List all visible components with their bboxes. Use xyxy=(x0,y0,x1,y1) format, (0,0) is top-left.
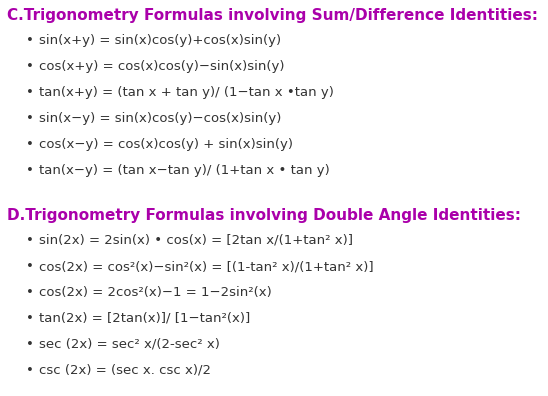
Text: csc (2x) = (sec x. csc x)/2: csc (2x) = (sec x. csc x)/2 xyxy=(39,364,212,377)
Text: tan(x−y) = (tan x−tan y)/ (1+tan x • tan y): tan(x−y) = (tan x−tan y)/ (1+tan x • tan… xyxy=(39,164,330,177)
Text: •: • xyxy=(26,364,34,377)
Text: cos(x−y) = cos(x)cos(y) + sin(x)sin(y): cos(x−y) = cos(x)cos(y) + sin(x)sin(y) xyxy=(39,138,294,151)
Text: sin(x−y) = sin(x)cos(y)−cos(x)sin(y): sin(x−y) = sin(x)cos(y)−cos(x)sin(y) xyxy=(39,112,282,125)
Text: •: • xyxy=(26,312,34,325)
Text: cos(2x) = cos²(x)−sin²(x) = [(1-tan² x)/(1+tan² x)]: cos(2x) = cos²(x)−sin²(x) = [(1-tan² x)/… xyxy=(39,260,374,273)
Text: •: • xyxy=(26,60,34,73)
Text: •: • xyxy=(26,86,34,99)
Text: tan(x+y) = (tan x + tan y)/ (1−tan x •tan y): tan(x+y) = (tan x + tan y)/ (1−tan x •ta… xyxy=(39,86,334,99)
Text: cos(2x) = 2cos²(x)−1 = 1−2sin²(x): cos(2x) = 2cos²(x)−1 = 1−2sin²(x) xyxy=(39,286,272,299)
Text: sin(x+y) = sin(x)cos(y)+cos(x)sin(y): sin(x+y) = sin(x)cos(y)+cos(x)sin(y) xyxy=(39,34,282,47)
Text: •: • xyxy=(26,112,34,125)
Text: C.Trigonometry Formulas involving Sum/Difference Identities:: C.Trigonometry Formulas involving Sum/Di… xyxy=(7,8,538,23)
Text: sec (2x) = sec² x/(2-sec² x): sec (2x) = sec² x/(2-sec² x) xyxy=(39,338,220,351)
Text: •: • xyxy=(26,260,34,273)
Text: •: • xyxy=(26,286,34,299)
Text: •: • xyxy=(26,164,34,177)
Text: •: • xyxy=(26,138,34,151)
Text: cos(x+y) = cos(x)cos(y)−sin(x)sin(y): cos(x+y) = cos(x)cos(y)−sin(x)sin(y) xyxy=(39,60,285,73)
Text: •: • xyxy=(26,234,34,247)
Text: •: • xyxy=(26,338,34,351)
Text: tan(2x) = [2tan(x)]/ [1−tan²(x)]: tan(2x) = [2tan(x)]/ [1−tan²(x)] xyxy=(39,312,250,325)
Text: •: • xyxy=(26,34,34,47)
Text: sin(2x) = 2sin(x) • cos(x) = [2tan x/(1+tan² x)]: sin(2x) = 2sin(x) • cos(x) = [2tan x/(1+… xyxy=(39,234,353,247)
Text: D.Trigonometry Formulas involving Double Angle Identities:: D.Trigonometry Formulas involving Double… xyxy=(7,208,521,223)
